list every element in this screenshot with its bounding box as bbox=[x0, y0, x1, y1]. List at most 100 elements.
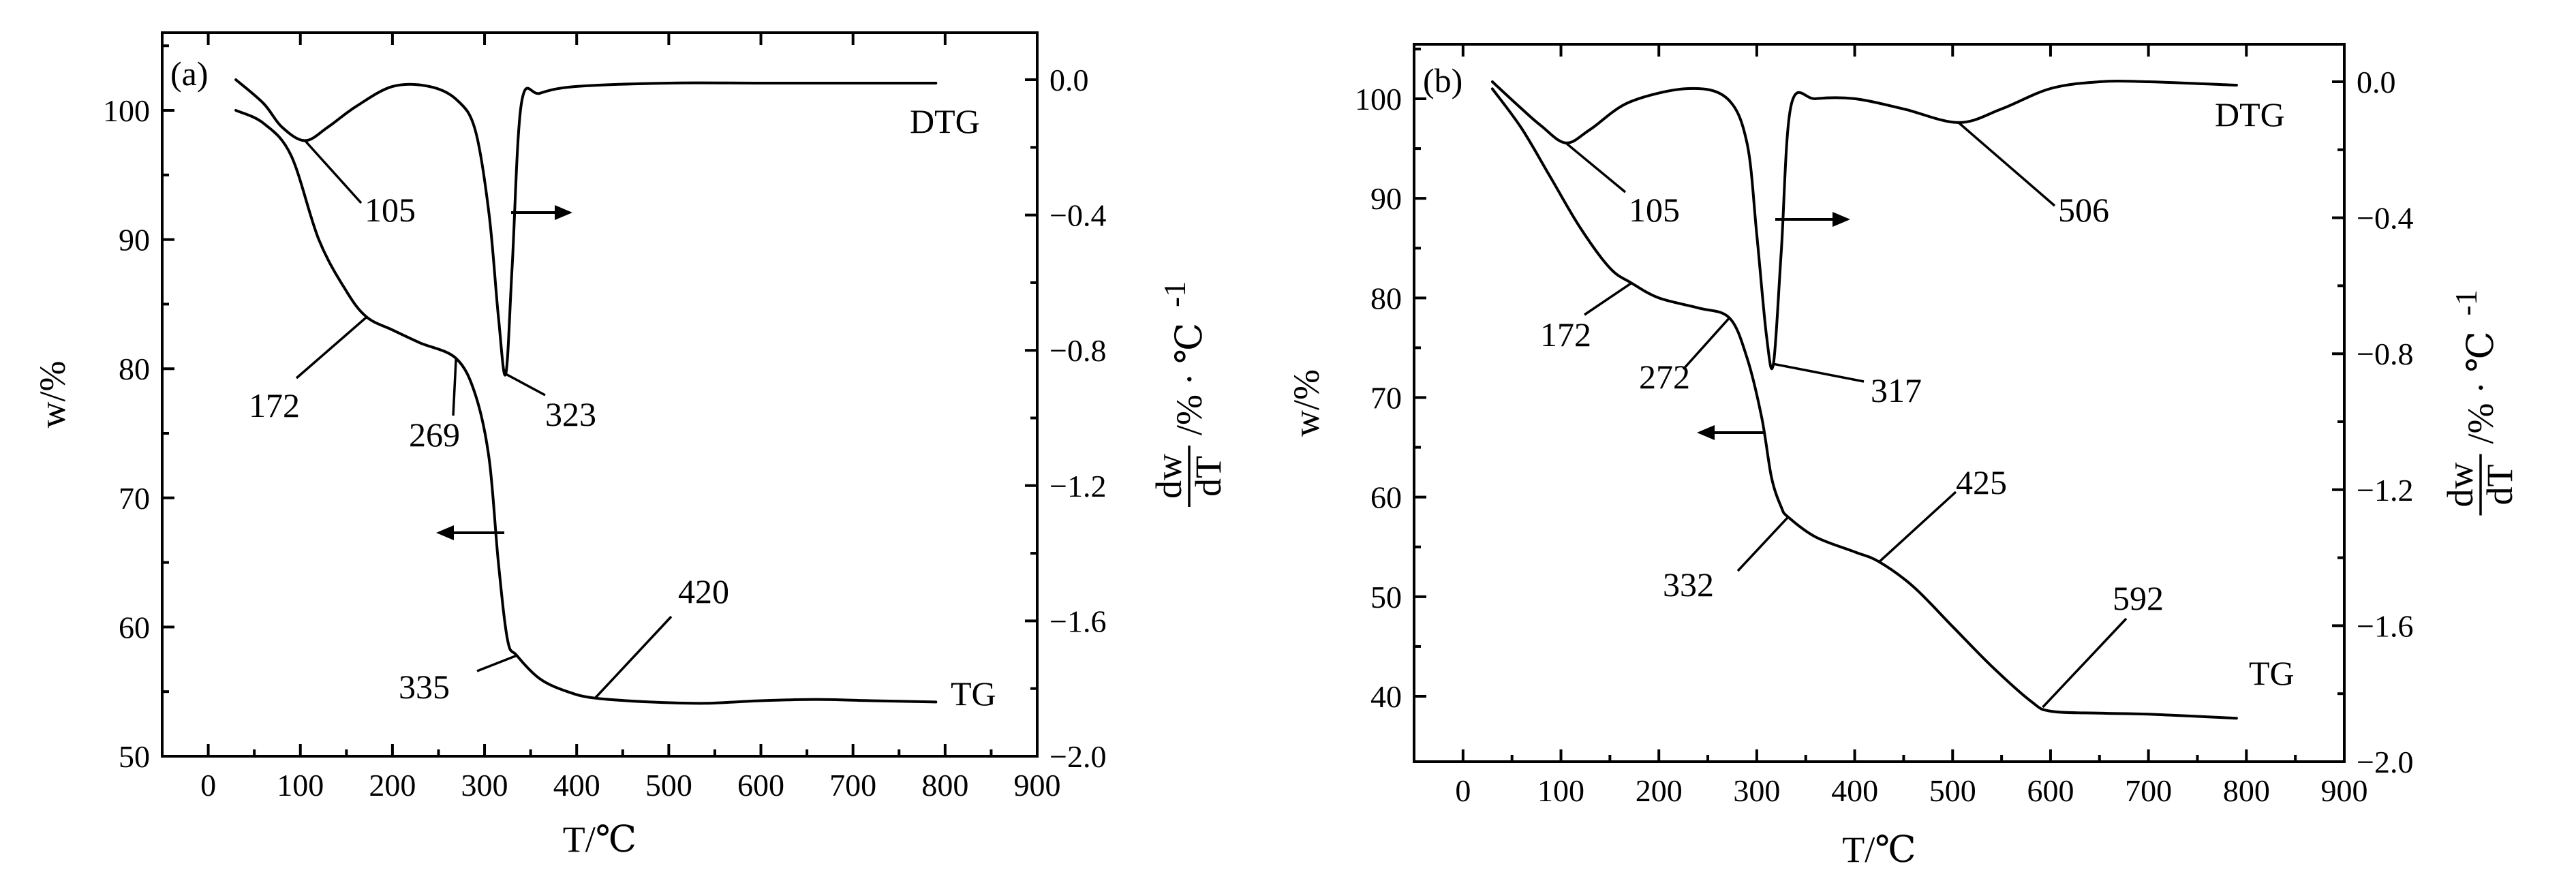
annotation-leader-line bbox=[1584, 281, 1632, 316]
y-left-tick-label: 70 bbox=[1370, 381, 1402, 416]
y-left-tick-label: 100 bbox=[103, 93, 150, 128]
y-right-label-exponent: -1 bbox=[2449, 290, 2483, 315]
y-left-tick-label: 60 bbox=[119, 610, 150, 645]
annotation-label: 172 bbox=[1540, 315, 1591, 354]
annotation-label: 172 bbox=[249, 386, 300, 424]
y-left-tick-label: 50 bbox=[1370, 580, 1402, 615]
y-right-tick-label: −0.4 bbox=[2357, 201, 2413, 236]
y-right-tick-label: −1.6 bbox=[1049, 604, 1106, 638]
x-tick-label: 300 bbox=[1733, 773, 1780, 808]
y-left-axis-label: w/% bbox=[32, 361, 73, 429]
x-tick-label: 400 bbox=[1831, 773, 1878, 808]
annotation-leader-line bbox=[1957, 121, 2056, 207]
annotation-label: 323 bbox=[545, 395, 596, 433]
panel-label: (b) bbox=[1423, 61, 1462, 99]
x-tick-label: 600 bbox=[737, 768, 784, 803]
y-right-tick-label: −1.2 bbox=[1049, 469, 1106, 503]
y-left-tick-label: 50 bbox=[119, 739, 150, 774]
y-left-tick-label: 90 bbox=[1370, 181, 1402, 216]
annotation-label: 506 bbox=[2058, 191, 2109, 229]
annotation-label: 425 bbox=[1956, 463, 2007, 501]
x-tick-label: 600 bbox=[2027, 773, 2074, 808]
annotation-leader-line bbox=[1736, 516, 1790, 572]
y-right-tick-label: −0.4 bbox=[1049, 198, 1106, 233]
y-left-tick-label: 100 bbox=[1355, 82, 1402, 117]
y-left-tick-label: 80 bbox=[1370, 281, 1402, 315]
x-tick-label: 700 bbox=[829, 768, 876, 803]
annotation-leader-line bbox=[1773, 362, 1865, 383]
panel-label: (a) bbox=[170, 55, 209, 93]
x-tick-label: 900 bbox=[2321, 773, 2368, 808]
y-right-tick-label: 0.0 bbox=[2357, 65, 2396, 99]
y-right-label-denominator: dT bbox=[2479, 465, 2520, 506]
y-left-tick-label: 80 bbox=[119, 352, 150, 386]
y-right-label-numerator: dw bbox=[2440, 463, 2481, 508]
series-dtg-line bbox=[1490, 80, 2238, 371]
plot-frame bbox=[161, 31, 1039, 758]
annotation-label: 105 bbox=[1629, 191, 1680, 229]
annotation-leader-line bbox=[476, 654, 517, 672]
y-left-axis-label: w/% bbox=[1286, 369, 1327, 437]
y-right-label-denominator: dT bbox=[1188, 456, 1229, 497]
annotation-leader-line bbox=[1565, 142, 1627, 193]
annotation-label: 105 bbox=[365, 191, 416, 229]
series-tg-line bbox=[1490, 87, 2238, 720]
series-label-tg: TG bbox=[951, 674, 996, 713]
annotation-leader-line bbox=[452, 358, 457, 416]
y-right-label-numerator: dw bbox=[1148, 454, 1189, 499]
y-left-tick-label: 70 bbox=[119, 481, 150, 516]
annotation-label: 317 bbox=[1871, 371, 1922, 409]
annotation-label: 592 bbox=[2113, 579, 2164, 617]
series-label-tg: TG bbox=[2249, 654, 2295, 692]
chart-panel-a: 0 100 200 300 400 500 600 700 800 900 50 60 70 80 90 10… bbox=[32, 31, 1229, 860]
x-tick-label: 200 bbox=[1636, 773, 1683, 808]
chart-panel-b: 0 100 200 300 400 500 600 700 800 900 40 50 60 70 80 90… bbox=[1286, 43, 2520, 870]
annotation-label: 420 bbox=[678, 572, 729, 610]
arrow-right-head bbox=[555, 205, 572, 220]
x-tick-label: 500 bbox=[645, 768, 692, 803]
x-axis-label: T/℃ bbox=[1842, 829, 1916, 870]
series-dtg-line bbox=[234, 78, 938, 377]
x-axis-label: T/℃ bbox=[563, 819, 637, 860]
arrow-left-head bbox=[436, 525, 454, 540]
y-right-label-exponent: -1 bbox=[1157, 281, 1192, 307]
series-label-dtg: DTG bbox=[910, 102, 980, 140]
x-tick-label: 800 bbox=[921, 768, 968, 803]
arrow-right-head bbox=[1833, 212, 1850, 227]
y-right-label-unit: /% · ℃ bbox=[2460, 331, 2501, 444]
y-right-tick-label: −2.0 bbox=[2357, 745, 2413, 779]
annotation-label: 272 bbox=[1639, 358, 1690, 396]
x-tick-label: 400 bbox=[553, 768, 600, 803]
annotation-label: 335 bbox=[399, 668, 450, 706]
annotation-leader-line bbox=[304, 140, 363, 204]
y-right-tick-label: −1.6 bbox=[2357, 608, 2413, 643]
annotation-leader-line bbox=[1878, 491, 1957, 563]
x-tick-label: 800 bbox=[2223, 773, 2270, 808]
series-tg-line bbox=[234, 109, 938, 705]
y-right-tick-label: −0.8 bbox=[2357, 337, 2413, 371]
x-tick-label: 100 bbox=[277, 768, 324, 803]
x-tick-label: 0 bbox=[200, 768, 216, 803]
x-tick-label: 900 bbox=[1014, 768, 1061, 803]
annotation-label: 269 bbox=[409, 416, 460, 454]
y-right-tick-label: −0.8 bbox=[1049, 333, 1106, 368]
annotation-leader-line bbox=[295, 316, 368, 379]
y-left-tick-label: 40 bbox=[1370, 679, 1402, 714]
y-right-tick-label: −2.0 bbox=[1049, 739, 1106, 774]
series-label-dtg: DTG bbox=[2215, 95, 2285, 134]
y-right-tick-label: 0.0 bbox=[1049, 63, 1089, 97]
plot-frame bbox=[1413, 43, 2346, 763]
y-left-tick-label: 60 bbox=[1370, 480, 1402, 515]
x-tick-label: 0 bbox=[1455, 773, 1471, 808]
x-tick-label: 700 bbox=[2125, 773, 2172, 808]
annotation-leader-line bbox=[594, 615, 673, 699]
y-right-label-unit: /% · ℃ bbox=[1169, 323, 1210, 435]
annotation-label: 332 bbox=[1663, 565, 1714, 604]
x-tick-label: 300 bbox=[461, 768, 508, 803]
x-tick-label: 200 bbox=[369, 768, 416, 803]
y-right-tick-label: −1.2 bbox=[2357, 473, 2413, 508]
x-tick-label: 100 bbox=[1537, 773, 1584, 808]
